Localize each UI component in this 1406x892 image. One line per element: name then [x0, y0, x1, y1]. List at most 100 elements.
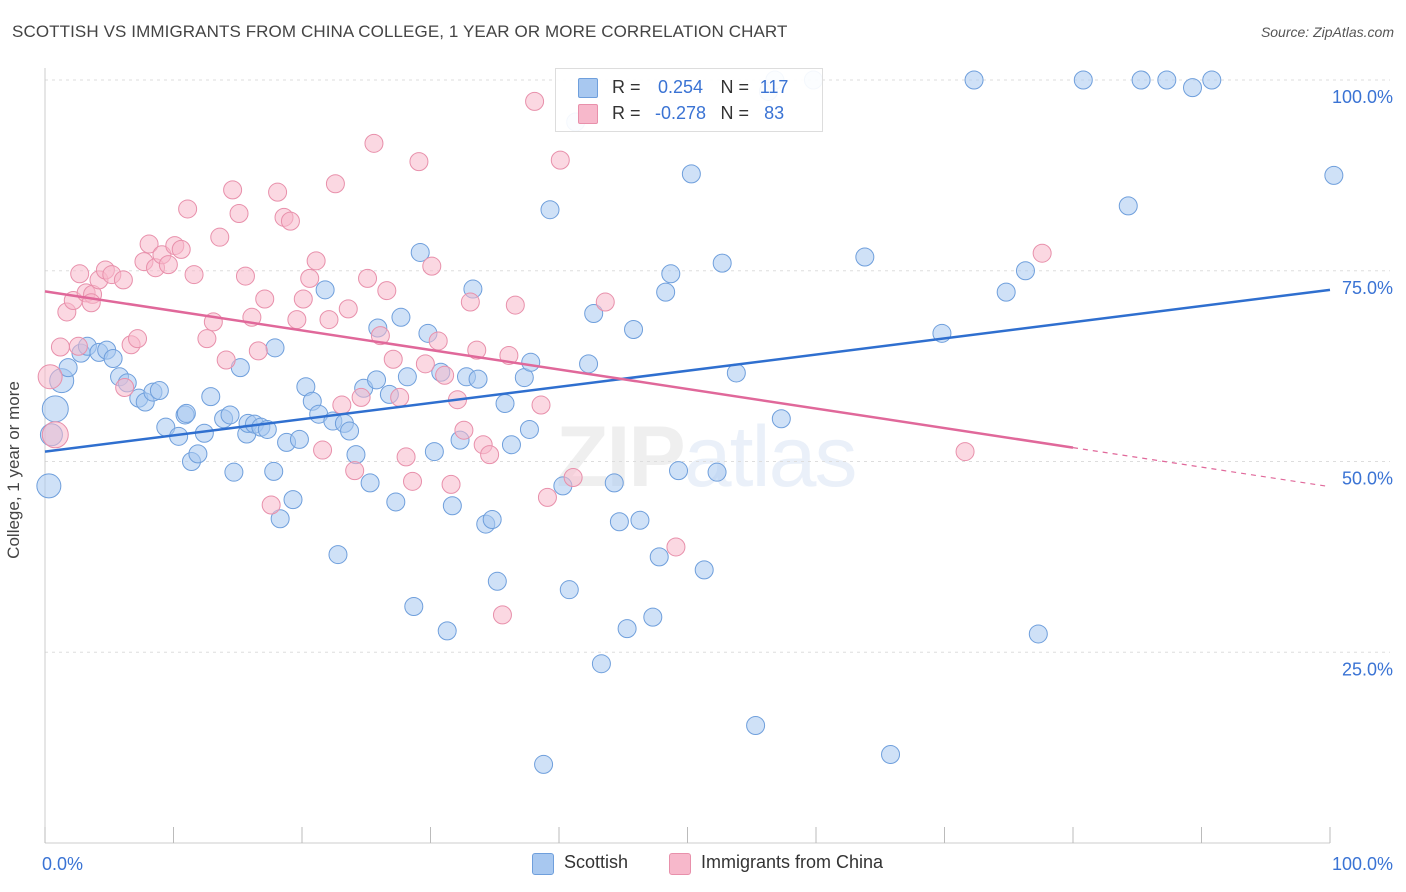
scottish-point: [630, 510, 650, 530]
china-point: [666, 537, 686, 557]
china-point: [313, 440, 333, 460]
scottish-point: [617, 619, 637, 639]
china-point: [377, 281, 397, 301]
china-point: [287, 310, 307, 330]
scottish-point: [201, 387, 221, 407]
china-point: [128, 329, 148, 349]
china-point: [210, 227, 230, 247]
china-point: [454, 420, 474, 440]
r-label: R =: [612, 103, 641, 123]
source-label: Source: ZipAtlas.com: [1260, 24, 1394, 40]
scottish-point: [437, 621, 457, 641]
scottish-point: [1028, 624, 1048, 644]
n-label: N =: [720, 103, 750, 123]
scottish-point: [1118, 196, 1138, 216]
china-point: [223, 180, 243, 200]
scottish-legend-swatch: [532, 853, 554, 875]
scottish-point: [410, 242, 430, 262]
china-point: [351, 387, 371, 407]
scottish-point: [584, 303, 604, 323]
china-point: [70, 264, 90, 284]
scottish-point: [58, 358, 78, 378]
scottish-point: [270, 509, 290, 529]
scottish-point: [103, 348, 123, 368]
scottish-point: [283, 490, 303, 510]
scottish-point: [367, 370, 387, 390]
scottish-swatch: [578, 78, 598, 98]
china-point: [41, 421, 69, 449]
china-point: [139, 234, 159, 254]
scottish-point: [534, 754, 554, 774]
scottish-point: [176, 403, 196, 423]
china-point: [460, 292, 480, 312]
china-point: [409, 152, 429, 172]
china-point: [338, 299, 358, 319]
scottish-point: [487, 571, 507, 591]
scottish-point: [881, 744, 901, 764]
china-point: [319, 310, 339, 330]
scottish-point: [1183, 78, 1203, 98]
x-tick-label: 100.0%: [1332, 854, 1393, 874]
scottish-point: [1073, 70, 1093, 90]
y-tick-label: 75.0%: [1342, 278, 1393, 298]
scottish-point: [264, 461, 284, 481]
y-tick-label: 50.0%: [1342, 469, 1393, 489]
china-point: [332, 395, 352, 415]
china-point: [531, 395, 551, 415]
china-point: [441, 474, 461, 494]
china-trend-line-extension: [1072, 447, 1331, 488]
china-point: [197, 329, 217, 349]
china-point: [505, 295, 525, 315]
china-point: [229, 204, 249, 224]
china-point: [428, 331, 448, 351]
scottish-point: [521, 352, 541, 372]
china-point: [268, 182, 288, 202]
scottish-point: [519, 419, 539, 439]
r-label: R =: [612, 77, 641, 97]
china-point: [184, 265, 204, 285]
y-tick-label: 25.0%: [1342, 659, 1393, 679]
china-point: [537, 487, 557, 507]
y-tick-label: 100.0%: [1332, 87, 1393, 107]
scottish-point: [1202, 70, 1222, 90]
scottish-point: [391, 307, 411, 327]
china-point: [550, 150, 570, 170]
scottish-point: [726, 363, 746, 383]
scottish-point: [649, 547, 669, 567]
china-point: [435, 365, 455, 385]
n-value: 83: [764, 103, 785, 123]
n-value: 117: [759, 77, 789, 97]
scottish-point: [643, 607, 663, 627]
x-tick-label: 0.0%: [42, 854, 83, 874]
scottish-point: [669, 461, 689, 481]
china-point: [563, 468, 583, 488]
scottish-point: [540, 200, 560, 220]
scottish-point: [289, 429, 309, 449]
china-point: [364, 133, 384, 153]
scottish-point: [579, 354, 599, 374]
watermark-atlas: atlas: [683, 409, 858, 505]
china-point: [370, 326, 390, 346]
china-point: [50, 337, 70, 357]
scottish-point: [328, 545, 348, 565]
china-point: [216, 350, 236, 370]
scottish-point: [501, 435, 521, 455]
scottish-point: [964, 70, 984, 90]
china-point: [158, 255, 178, 275]
china-point: [300, 268, 320, 288]
scottish-point: [681, 164, 701, 184]
scottish-point: [996, 282, 1016, 302]
scottish-point: [224, 462, 244, 482]
china-point: [171, 239, 191, 259]
china-point: [248, 341, 268, 361]
scottish-point: [591, 654, 611, 674]
chart-title: SCOTTISH VS IMMIGRANTS FROM CHINA COLLEG…: [12, 22, 788, 41]
scottish-point: [188, 444, 208, 464]
scottish-point: [1015, 261, 1035, 281]
scottish-point: [442, 496, 462, 516]
china-point: [358, 268, 378, 288]
china-point: [525, 91, 545, 111]
china-point: [306, 251, 326, 271]
scottish-point: [41, 395, 69, 423]
china-point: [325, 174, 345, 194]
